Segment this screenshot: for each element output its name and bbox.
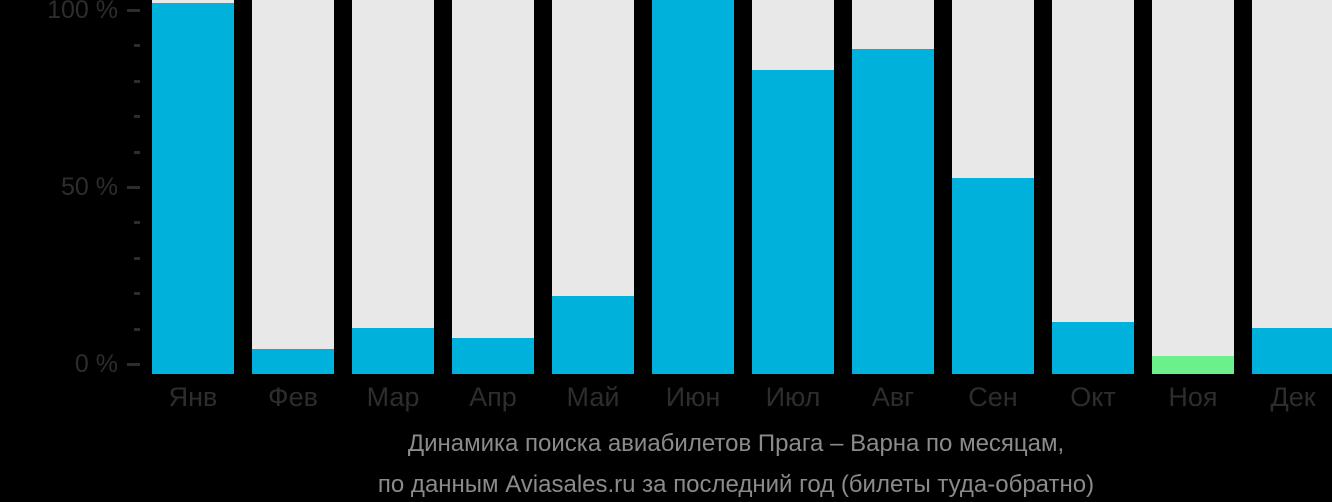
y-axis-minor-tick [134, 328, 140, 331]
y-axis-minor-tick [134, 292, 140, 295]
bar-Июл [752, 70, 834, 374]
bar-track [352, 0, 434, 374]
bar-track [1152, 0, 1234, 374]
y-axis-label: 50 % [61, 173, 118, 201]
y-axis-major-tick [127, 9, 140, 12]
x-axis-label: Дек [1270, 382, 1316, 412]
bar-Июн [652, 0, 734, 374]
bar-Апр [452, 338, 534, 374]
bar-track [252, 0, 334, 374]
bar-Сен [952, 178, 1034, 374]
x-axis-label: Фев [268, 382, 318, 412]
y-axis-minor-tick [134, 257, 140, 260]
y-axis-major-tick [127, 363, 140, 366]
x-axis-label: Ноя [1168, 382, 1218, 412]
x-axis-label: Май [566, 382, 620, 412]
x-axis-label: Окт [1070, 382, 1116, 412]
bar-track [452, 0, 534, 374]
x-axis-label: Июн [665, 382, 721, 412]
bar-track [1052, 0, 1134, 374]
y-axis-minor-tick [134, 80, 140, 83]
y-axis-minor-tick [134, 44, 140, 47]
chart-subtitle: по данным Aviasales.ru за последний год … [377, 471, 1095, 498]
bar-Ноя [1152, 356, 1234, 374]
chart-title: Динамика поиска авиабилетов Прага – Варн… [407, 430, 1065, 457]
x-axis-label: Сен [968, 382, 1018, 412]
x-axis-label: Авг [871, 382, 915, 412]
x-axis-label: Июл [765, 382, 821, 412]
x-axis-label: Апр [469, 382, 517, 412]
bar-track [1252, 0, 1332, 374]
bar-Дек [1252, 328, 1332, 374]
x-axis-label: Янв [168, 382, 218, 412]
chart-caption: Динамика поиска авиабилетов Прага – Варн… [140, 429, 1332, 500]
plot-area: 0 % 50 % 100 % [47, 0, 1332, 378]
bar-Фев [252, 349, 334, 374]
y-axis-minor-tick [134, 221, 140, 224]
y-axis-label: 0 % [74, 350, 118, 378]
bar-Мар [352, 328, 434, 374]
bar-Авг [852, 49, 934, 374]
y-axis-minor-tick [134, 151, 140, 154]
x-axis-label: Мар [366, 382, 420, 412]
y-axis-minor-tick [134, 115, 140, 118]
bar-Янв [152, 3, 234, 374]
y-axis-label: 100 % [47, 0, 118, 24]
y-axis-major-tick [127, 186, 140, 189]
bar-Май [552, 296, 634, 374]
bar-Окт [1052, 322, 1134, 374]
